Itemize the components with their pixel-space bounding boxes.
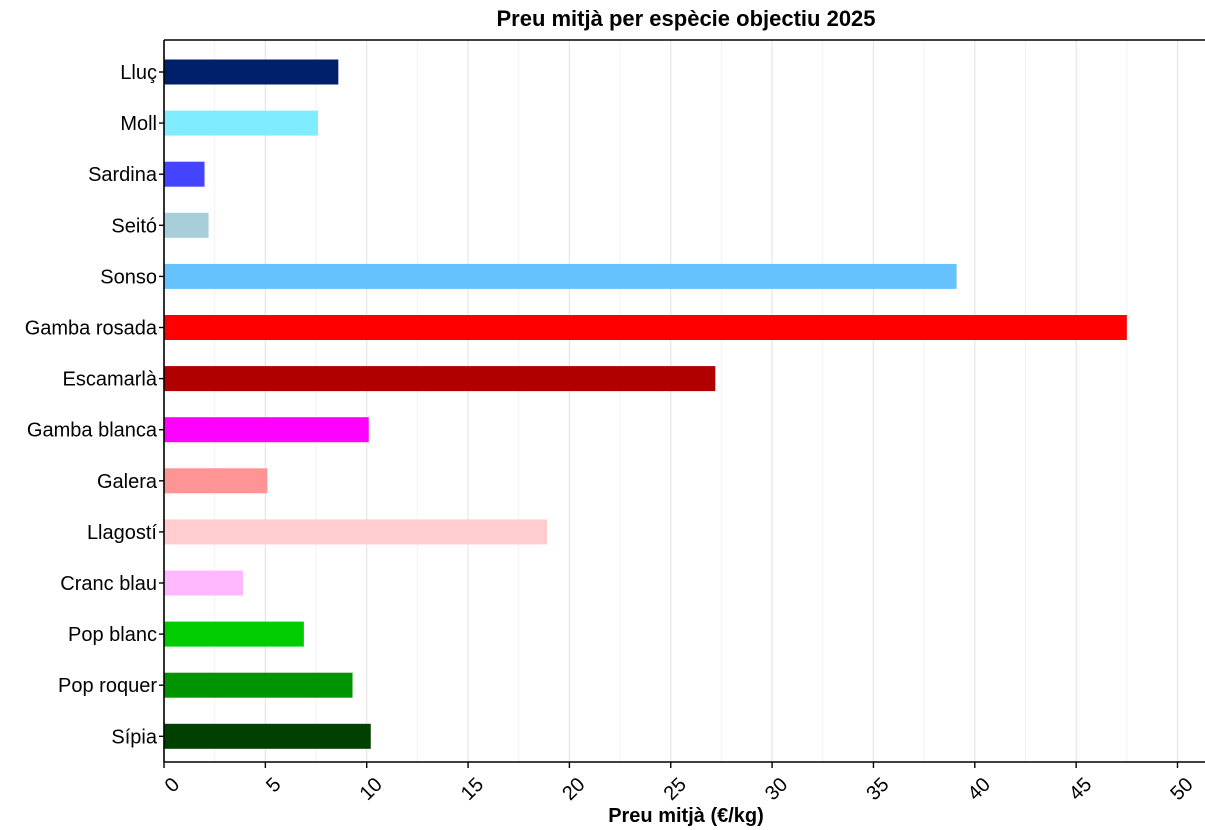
x-tick-label: 30 [761,774,792,805]
x-tick-label: 25 [660,774,691,805]
x-tick-label: 0 [161,774,184,797]
x-tick-label: 45 [1065,774,1096,805]
x-tick-label: 50 [1166,774,1197,805]
category-label: Escamarlà [63,369,158,391]
category-label: Lluç [120,62,157,84]
bar [164,570,244,596]
bar [164,519,548,545]
category-label: Cranc blau [60,573,157,595]
x-tick-label: 40 [964,774,995,805]
category-label: Llagostí [87,522,157,544]
bar [164,110,319,136]
bar [164,723,371,749]
bar [164,315,1127,340]
bar [164,417,369,443]
bar [164,59,339,85]
chart-title: Preu mitjà per espècie objectiu 2025 [496,6,875,31]
x-axis-label: Preu mitjà (€/kg) [608,805,764,827]
category-label: Pop blanc [68,624,157,646]
bar [164,263,957,289]
category-label: Gamba blanca [27,420,158,442]
bar [164,366,716,392]
x-tick-label: 10 [356,774,387,805]
x-tick-label: 20 [558,774,589,805]
bars [164,59,1127,749]
category-label: Sardina [88,164,158,186]
grid-lines [163,40,1179,762]
bar [164,212,209,238]
category-label: Galera [97,471,158,493]
category-label: Seitó [111,215,157,237]
x-tick-label: 5 [262,774,285,797]
bar [164,468,268,494]
bar [164,672,353,698]
category-label: Pop roquer [58,675,157,697]
x-tick-label: 15 [457,774,488,805]
category-label: Moll [120,113,157,135]
category-label: Gamba rosada [25,318,158,340]
category-label: Sípia [111,726,157,748]
x-axis: 0 5 10 15 20 25 30 35 40 45 50 [161,761,1205,805]
category-label: Sonso [100,266,157,288]
bar [164,161,205,187]
x-tick-label: 35 [862,774,893,805]
bar [164,621,304,647]
category-labels: Lluç Moll Sardina Seitó Sonso Gamba rosada Esc… [25,62,164,748]
